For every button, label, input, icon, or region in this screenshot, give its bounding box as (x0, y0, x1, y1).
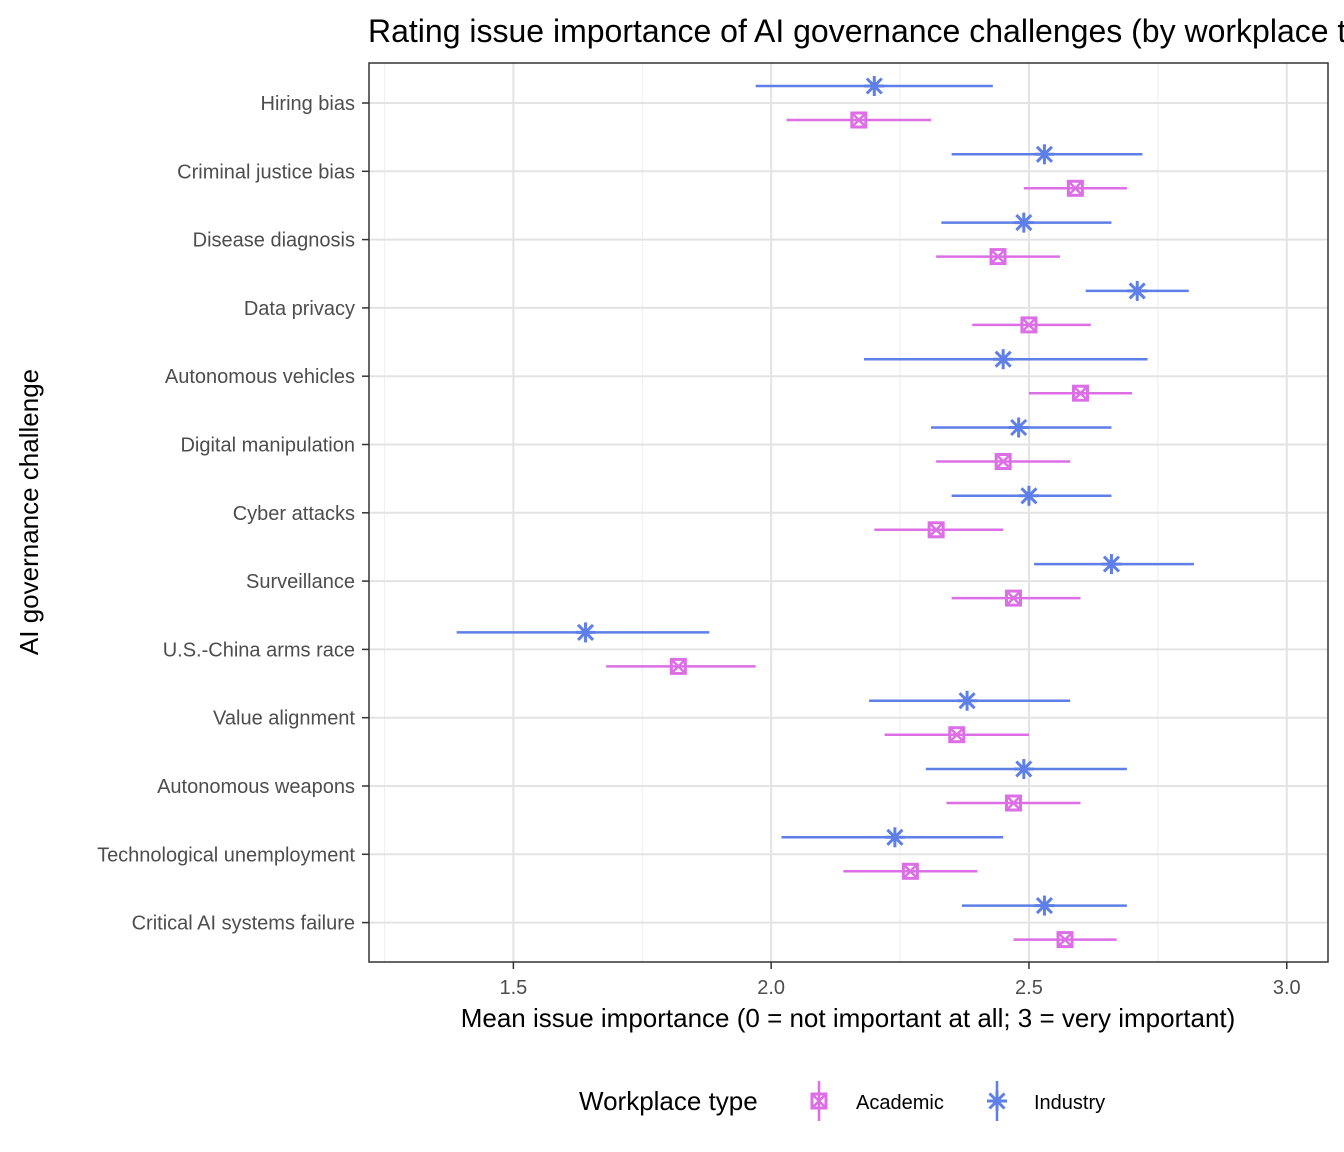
y-tick-label-disease-diagnosis: Disease diagnosis (193, 230, 355, 252)
point-industry-critical-ai-systems-failure (1034, 895, 1055, 916)
marker-stroke (1020, 487, 1038, 505)
marker-stroke (1015, 214, 1033, 232)
point-academic-disease-diagnosis (989, 248, 1007, 266)
x-tick-label: 2.5 (1015, 977, 1043, 999)
marker-stroke (670, 658, 687, 675)
x-axis: 1.5 2.0 2.5 3.0 (499, 962, 1301, 999)
marker-stroke (994, 350, 1012, 368)
marker-stroke (1005, 590, 1022, 606)
y-tick-label-cyber-attacks: Cyber attacks (233, 503, 355, 525)
y-axis: Hiring bias Criminal justice bias Disease … (97, 93, 369, 935)
legend-key-academic (810, 1081, 828, 1121)
marker-stroke (1056, 931, 1074, 949)
y-tick-label-digital-manipulation: Digital manipulation (180, 435, 355, 457)
point-academic-surveillance (1004, 589, 1022, 607)
y-tick-label-autonomous-weapons: Autonomous weapons (157, 776, 355, 798)
y-tick-label-critical-ai-systems-failure: Critical AI systems failure (132, 913, 355, 935)
point-industry-criminal-justice-bias (1034, 144, 1055, 165)
marker-stroke (948, 726, 965, 743)
point-academic-value-alignment (948, 726, 966, 744)
point-industry-autonomous-weapons (1013, 759, 1034, 779)
marker-stroke (928, 521, 945, 538)
marker-stroke (1057, 931, 1073, 948)
marker-stroke (1072, 384, 1090, 402)
x-tick-label: 1.5 (499, 977, 527, 999)
y-tick-label-criminal-justice-bias: Criminal justice bias (177, 161, 355, 183)
marker-stroke (995, 453, 1012, 470)
marker-stroke (669, 657, 687, 675)
marker-stroke (1004, 794, 1022, 812)
point-academic-technological-unemployment (901, 862, 919, 880)
legend-key-industry (987, 1081, 1007, 1121)
marker-stroke (1035, 145, 1053, 163)
marker-stroke (810, 1092, 828, 1110)
point-industry-data-privacy (1127, 280, 1148, 301)
x-axis-title: Mean issue importance (0 = not important… (461, 1003, 1236, 1033)
marker-stroke (1128, 282, 1146, 300)
marker-stroke (901, 862, 919, 880)
marker-stroke (576, 623, 595, 641)
y-tick-label-hiring-bias: Hiring bias (261, 93, 355, 115)
marker-stroke (990, 248, 1006, 265)
point-academic-autonomous-weapons (1004, 794, 1022, 812)
marker-stroke (989, 248, 1007, 266)
legend-title: Workplace type (579, 1086, 758, 1116)
marker-stroke (886, 828, 904, 846)
legend: Workplace type Academic Industry (579, 1081, 1105, 1121)
marker-stroke (1005, 795, 1022, 811)
point-academic-digital-manipulation (994, 453, 1012, 470)
point-industry-value-alignment (957, 690, 978, 711)
marker-stroke (1010, 418, 1028, 437)
x-tick-label: 2.0 (757, 977, 785, 999)
marker-stroke (1102, 555, 1121, 573)
y-tick-label-u-s-china-arms-race: U.S.-China arms race (163, 639, 355, 661)
point-academic-cyber-attacks (927, 521, 945, 539)
point-industry-disease-diagnosis (1013, 212, 1034, 233)
marker-stroke (1015, 760, 1033, 778)
point-academic-critical-ai-systems-failure (1056, 931, 1074, 949)
point-academic-criminal-justice-bias (1066, 179, 1084, 197)
marker-stroke (850, 112, 867, 128)
point-industry-u-s-china-arms-race (575, 622, 596, 643)
legend-label-industry: Industry (1034, 1092, 1105, 1114)
marker-stroke (1066, 179, 1084, 197)
marker-stroke (1072, 385, 1089, 402)
plot-panel (368, 62, 1329, 963)
marker-stroke (927, 521, 945, 539)
marker-stroke (850, 111, 868, 129)
point-industry-autonomous-vehicles (993, 349, 1014, 370)
marker-stroke (811, 1093, 827, 1109)
marker-stroke (988, 1092, 1006, 1110)
y-tick-label-data-privacy: Data privacy (244, 298, 355, 320)
point-academic-autonomous-vehicles (1072, 384, 1090, 402)
marker-stroke (1035, 897, 1053, 915)
marker-stroke (994, 453, 1012, 470)
y-tick-label-value-alignment: Value alignment (213, 708, 355, 730)
point-industry-technological-unemployment (884, 827, 905, 848)
y-tick-label-surveillance: Surveillance (246, 571, 355, 593)
point-industry-hiring-bias (864, 76, 885, 96)
marker-stroke (1004, 589, 1022, 607)
point-academic-hiring-bias (850, 111, 868, 129)
marker-stroke (948, 726, 966, 744)
marker-stroke (902, 863, 919, 880)
y-tick-label-technological-unemployment: Technological unemployment (97, 844, 355, 866)
y-axis-title: AI governance challenge (14, 369, 44, 655)
marker-stroke (1020, 316, 1038, 334)
point-academic-data-privacy (1020, 316, 1038, 334)
marker-stroke (958, 692, 976, 710)
point-academic-u-s-china-arms-race (669, 657, 687, 675)
marker-stroke (865, 77, 883, 95)
x-tick-label: 3.0 (1273, 977, 1301, 999)
data-marks (456, 76, 1194, 949)
legend-label-academic: Academic (856, 1092, 944, 1114)
y-tick-label-autonomous-vehicles: Autonomous vehicles (165, 366, 355, 388)
point-industry-cyber-attacks (1018, 485, 1039, 506)
point-industry-surveillance (1101, 554, 1122, 575)
chart-title: Rating issue importance of AI governance… (368, 13, 1344, 49)
marker-stroke (1067, 180, 1084, 197)
point-industry-digital-manipulation (1008, 417, 1029, 438)
marker-stroke (1021, 317, 1037, 333)
